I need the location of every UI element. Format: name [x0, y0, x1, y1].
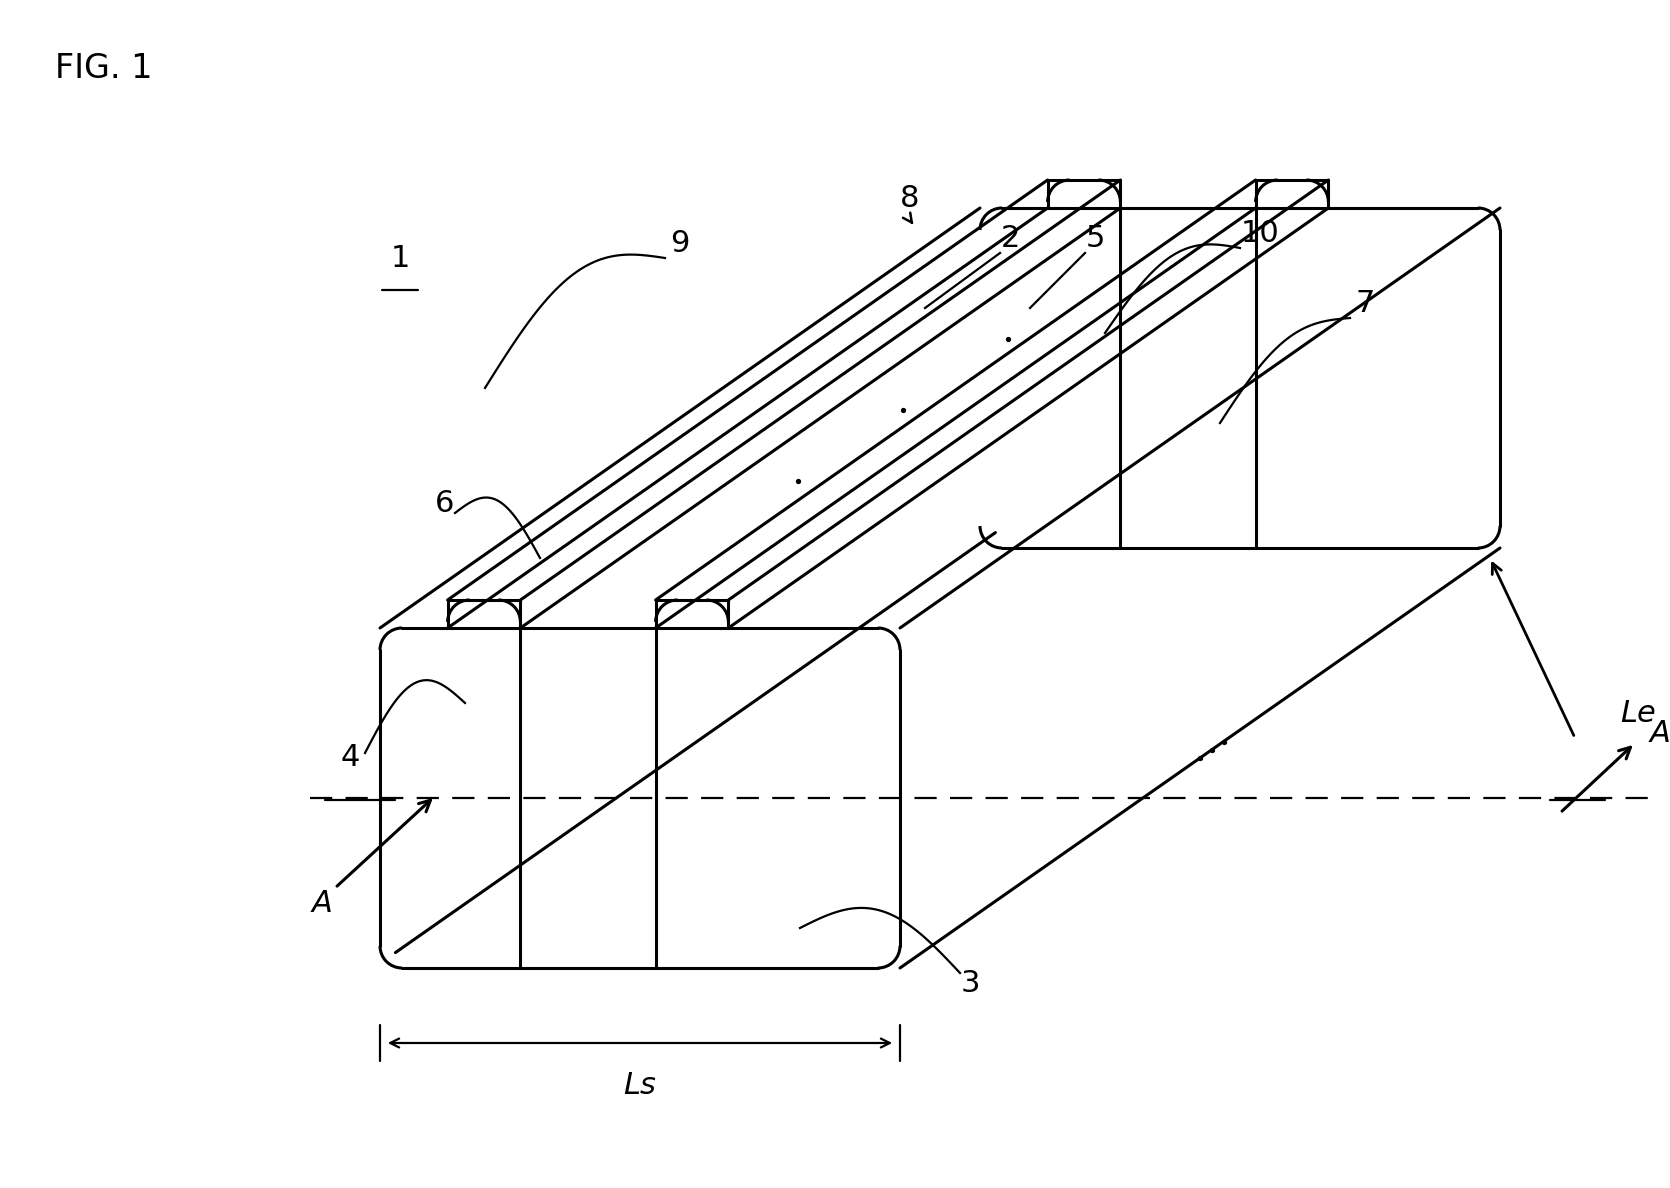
Text: 6: 6	[436, 488, 454, 518]
Text: FIG. 1: FIG. 1	[55, 51, 152, 84]
Text: A: A	[312, 889, 332, 917]
Text: Le: Le	[1620, 699, 1655, 727]
Text: 8: 8	[900, 183, 920, 213]
Text: A: A	[1650, 719, 1670, 747]
Text: 5: 5	[1086, 223, 1104, 253]
Text: Ls: Ls	[623, 1070, 656, 1100]
Text: 10: 10	[1241, 219, 1279, 247]
Text: 1: 1	[391, 244, 409, 272]
Text: 7: 7	[1356, 289, 1374, 317]
Text: 3: 3	[960, 968, 980, 998]
Text: 9: 9	[670, 228, 690, 258]
Text: 2: 2	[1000, 223, 1020, 253]
Text: 4: 4	[341, 744, 359, 772]
